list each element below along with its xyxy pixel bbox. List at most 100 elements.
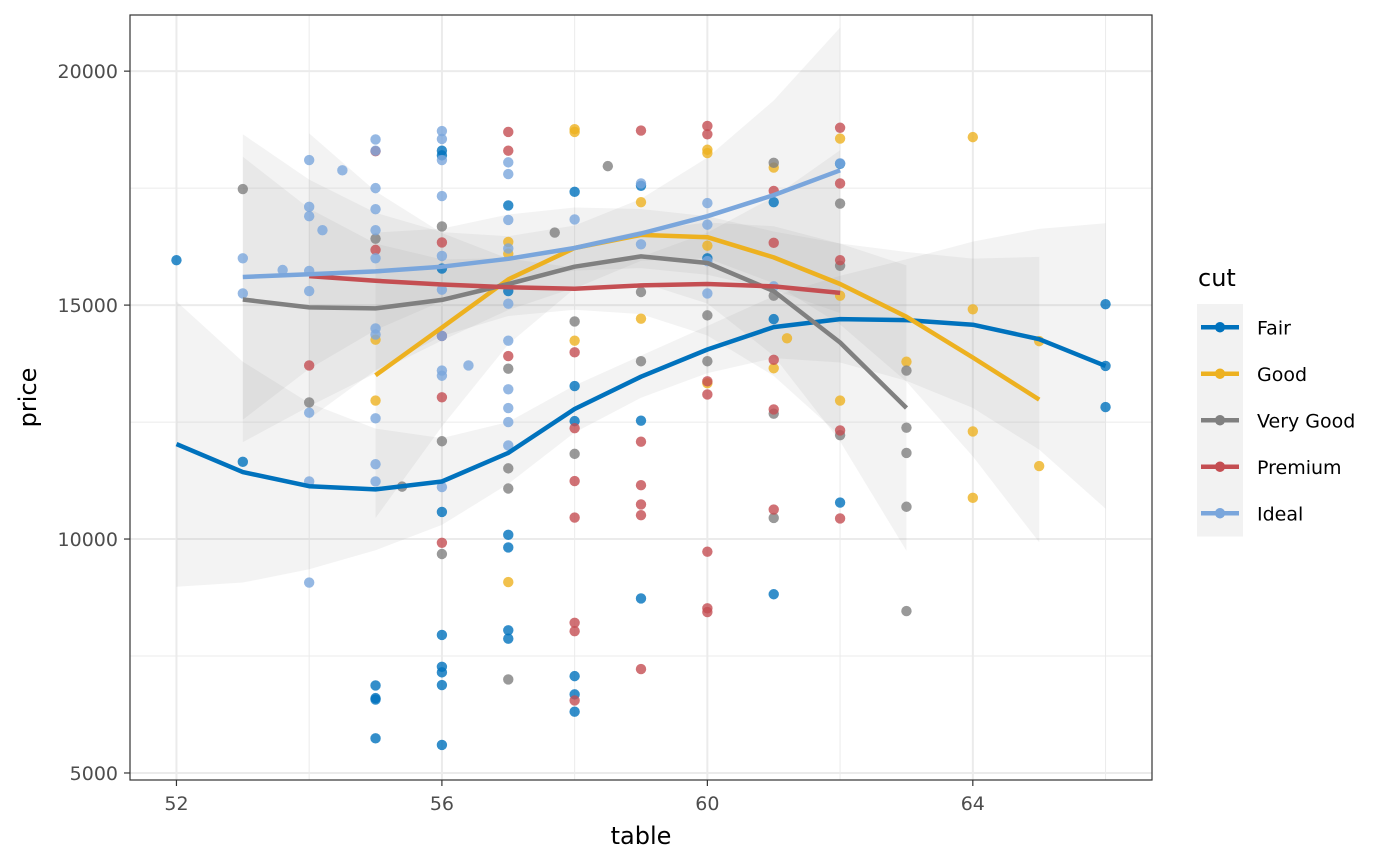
point-fair <box>503 633 514 644</box>
point-premium <box>303 360 315 371</box>
point-fair <box>436 739 448 751</box>
point-very-good <box>768 157 779 169</box>
point-premium <box>834 254 846 266</box>
smooth-line-fair <box>175 316 1107 492</box>
point-ideal <box>503 214 514 226</box>
point-ideal <box>317 225 328 236</box>
point-ideal <box>237 288 249 299</box>
point-ideal <box>635 178 647 189</box>
point-ideal <box>463 360 474 371</box>
panel-border <box>129 14 1153 781</box>
point-very-good <box>569 316 580 327</box>
point-fair <box>1100 401 1111 413</box>
point-very-good <box>569 448 580 460</box>
point-ideal <box>503 157 514 168</box>
point-good <box>370 395 381 406</box>
point-ideal <box>834 158 846 169</box>
smooth-line-good <box>374 232 1041 402</box>
point-very-good <box>503 674 514 685</box>
point-premium <box>436 537 448 548</box>
point-ideal <box>436 125 448 137</box>
point-very-good <box>834 198 846 209</box>
smooth-line-premium <box>309 273 841 296</box>
point-fair <box>237 456 249 468</box>
point-good <box>834 395 846 406</box>
point-ideal <box>337 165 348 176</box>
point-very-good <box>436 548 448 560</box>
ribbon-ideal <box>242 27 841 420</box>
legend-label-premium: Premium <box>1257 457 1342 479</box>
point-ideal <box>303 577 315 588</box>
point-ideal <box>702 219 713 230</box>
plot-panel <box>129 14 1153 781</box>
legend-key-point-good <box>1214 368 1226 379</box>
point-good <box>768 363 779 374</box>
point-fair <box>503 542 514 553</box>
point-fair <box>171 254 182 266</box>
point-ideal <box>370 203 381 215</box>
point-ideal <box>436 284 448 295</box>
point-premium <box>503 126 514 138</box>
legend-label-good: Good <box>1257 364 1307 386</box>
point-very-good <box>503 463 514 474</box>
legend-items: Fair Good Very Good Premium Ideal <box>1197 304 1355 537</box>
point-very-good <box>237 183 249 195</box>
point-good <box>569 335 580 346</box>
point-ideal <box>436 250 448 262</box>
point-premium <box>503 350 514 362</box>
point-very-good <box>901 422 912 433</box>
y-tick-label: 20000 <box>58 61 118 83</box>
x-axis-title: table <box>611 822 672 850</box>
ribbon-very-good <box>242 156 907 551</box>
point-ideal <box>370 253 381 264</box>
point-very-good <box>549 227 560 238</box>
point-fair <box>370 692 381 704</box>
point-premium <box>635 436 647 447</box>
point-fair <box>569 670 580 682</box>
point-premium <box>834 425 846 436</box>
point-good <box>635 196 647 208</box>
point-premium <box>702 389 713 400</box>
point-premium <box>702 606 713 618</box>
point-premium <box>569 475 580 487</box>
point-premium <box>436 237 448 248</box>
point-good <box>702 144 713 155</box>
point-premium <box>569 626 580 637</box>
point-good <box>635 313 647 324</box>
point-ideal <box>503 298 514 309</box>
point-good <box>967 131 979 143</box>
point-fair <box>436 661 448 672</box>
legend: cut Fair Good Very Good Premium Ideal <box>1197 264 1355 537</box>
legend-label-ideal: Ideal <box>1257 503 1303 525</box>
point-premium <box>436 392 448 403</box>
x-axis: 52 56 60 64 <box>164 780 985 815</box>
point-fair <box>436 145 448 156</box>
legend-title: cut <box>1198 264 1236 292</box>
point-very-good <box>436 221 448 232</box>
legend-key-point-premium <box>1214 461 1226 472</box>
point-premium <box>635 125 647 136</box>
point-very-good <box>702 310 713 321</box>
point-ideal <box>503 384 514 395</box>
point-fair <box>768 589 779 600</box>
point-premium <box>768 354 779 366</box>
point-fair <box>503 200 514 211</box>
point-fair <box>768 313 779 325</box>
point-good <box>901 356 912 367</box>
point-ideal <box>370 413 381 424</box>
point-premium <box>569 422 580 434</box>
y-axis: 5000 10000 15000 20000 <box>58 61 130 785</box>
point-good <box>702 240 713 251</box>
point-premium <box>834 513 846 524</box>
point-ideal <box>569 214 580 225</box>
point-fair <box>436 679 448 691</box>
point-ideal <box>370 145 381 156</box>
point-premium <box>569 512 580 523</box>
point-fair <box>569 186 580 198</box>
point-ideal <box>370 476 381 487</box>
smooth-lines <box>175 168 1107 492</box>
point-very-good <box>768 512 779 524</box>
point-ideal <box>503 416 514 428</box>
point-good <box>967 304 979 315</box>
